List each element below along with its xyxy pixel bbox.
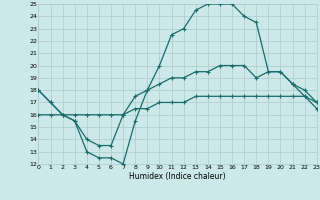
X-axis label: Humidex (Indice chaleur): Humidex (Indice chaleur) — [129, 172, 226, 181]
